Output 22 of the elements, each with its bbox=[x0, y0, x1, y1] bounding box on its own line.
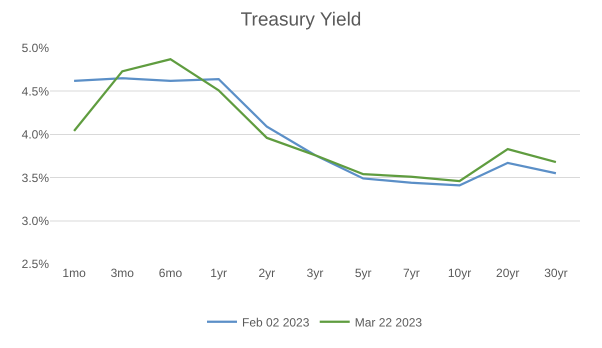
y-tick-label: 5.0% bbox=[22, 41, 50, 56]
y-tick-label: 2.5% bbox=[22, 257, 50, 272]
y-tick-label: 3.5% bbox=[22, 170, 50, 185]
x-tick-label: 30yr bbox=[544, 266, 568, 280]
x-tick-label: 1mo bbox=[62, 266, 86, 280]
x-tick-label: 3mo bbox=[110, 266, 134, 280]
x-tick-label: 6mo bbox=[158, 266, 182, 280]
legend-label: Mar 22 2023 bbox=[354, 315, 422, 330]
y-tick-label: 3.0% bbox=[22, 214, 50, 228]
legend-label: Feb 02 2023 bbox=[242, 315, 310, 330]
y-tick-label: 4.5% bbox=[22, 84, 50, 98]
y-tick-label: 4.0% bbox=[22, 128, 50, 142]
x-tick-label: 2yr bbox=[258, 266, 276, 280]
x-tick-label: 10yr bbox=[448, 266, 472, 280]
x-tick-label: 7yr bbox=[403, 266, 420, 280]
chart-title: Treasury Yield bbox=[240, 9, 362, 30]
line-series bbox=[72, 58, 558, 182]
x-tick-label: 20yr bbox=[496, 266, 520, 280]
line-series bbox=[72, 77, 558, 187]
x-tick-label: 1yr bbox=[210, 266, 227, 280]
x-tick-label: 3yr bbox=[306, 266, 324, 280]
x-tick-label: 5yr bbox=[354, 266, 372, 280]
